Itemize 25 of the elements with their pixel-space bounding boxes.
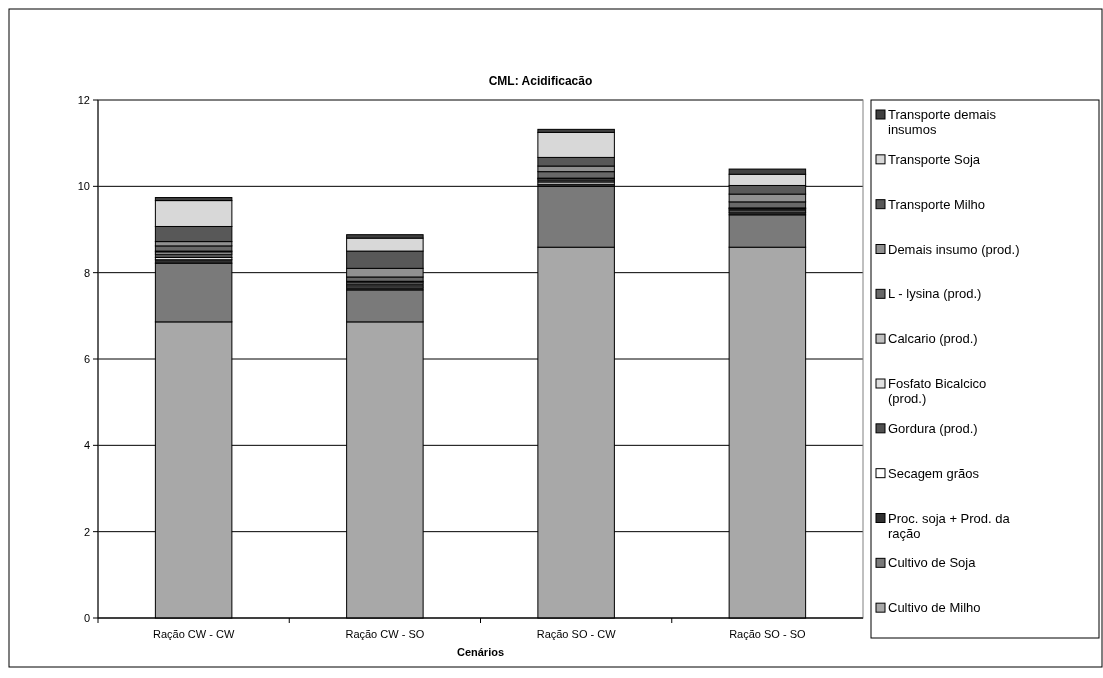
legend-label: Fosfato Bicalcico (prod.) <box>888 376 987 406</box>
legend-label: Secagem grãos <box>888 465 980 481</box>
x-tick-label: Ração SO - CW <box>536 628 617 640</box>
y-tick-label: 8 <box>83 266 90 279</box>
x-tick-label: Ração SO - SO <box>729 628 807 640</box>
legend-label: Transporte demais insumos <box>888 107 997 137</box>
y-tick-label: 6 <box>83 352 90 365</box>
legend-label: L - lysina (prod.) <box>888 286 982 302</box>
legend-label: Transporte Milho <box>888 196 986 212</box>
x-axis-title: Cenários <box>456 646 505 658</box>
x-tick-label: Ração CW - CW <box>152 628 235 640</box>
y-tick-label: 2 <box>83 525 90 538</box>
y-tick-label: 0 <box>83 611 90 624</box>
legend-label: Demais insumo (prod.) <box>888 241 1020 257</box>
legend-label: Calcario (prod.) <box>888 331 978 347</box>
chart-title: CML: Acidificacão <box>488 74 593 88</box>
legend-label: Cultivo de Milho <box>888 600 981 616</box>
legend-label: Gordura (prod.) <box>888 420 978 436</box>
legend-label: Proc. soja + Prod. da ração <box>888 510 1011 541</box>
y-tick-label: 10 <box>77 180 90 193</box>
legend-label: Cultivo de Soja <box>888 555 977 571</box>
y-tick-label: 4 <box>83 439 90 452</box>
legend-label: Transporte Soja <box>888 151 981 167</box>
x-tick-label: Ração CW - SO <box>345 628 425 640</box>
y-tick-label: 12 <box>77 93 90 106</box>
